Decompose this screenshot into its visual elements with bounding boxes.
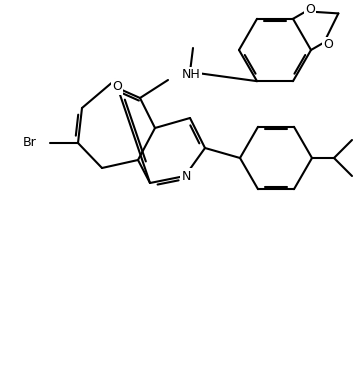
Text: O: O: [323, 38, 333, 51]
Text: Br: Br: [22, 137, 36, 149]
Text: O: O: [305, 3, 315, 16]
Text: NH: NH: [182, 68, 201, 81]
Text: O: O: [112, 81, 122, 93]
Text: N: N: [181, 170, 191, 183]
